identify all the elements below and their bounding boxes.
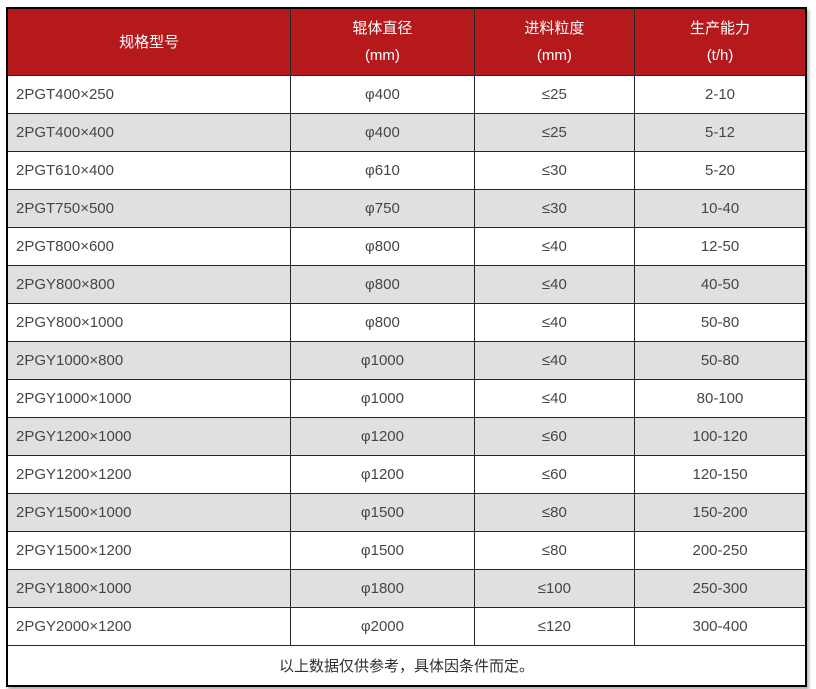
cell-roller-diameter: φ1000	[290, 341, 475, 380]
cell-capacity: 200-250	[634, 531, 807, 570]
header-cell-model: 规格型号	[6, 7, 292, 76]
cell-feed-size: ≤80	[473, 531, 636, 570]
table-row: 2PGY1500×1200 φ1500 ≤80 200-250	[6, 531, 807, 570]
cell-feed-size: ≤40	[473, 379, 636, 418]
cell-capacity: 12-50	[634, 227, 807, 266]
header-row: 规格型号 辊体直径 (mm) 进料粒度 (mm) 生产能力 (t/h)	[6, 7, 807, 76]
header-cell-roller-diameter: 辊体直径 (mm)	[290, 7, 475, 76]
cell-model: 2PGY800×800	[6, 265, 292, 304]
header-cell-capacity: 生产能力 (t/h)	[634, 7, 807, 76]
cell-capacity: 50-80	[634, 341, 807, 380]
table-row: 2PGY800×800 φ800 ≤40 40-50	[6, 265, 807, 304]
cell-feed-size: ≤40	[473, 227, 636, 266]
cell-roller-diameter: φ1200	[290, 455, 475, 494]
cell-feed-size: ≤80	[473, 493, 636, 532]
cell-capacity: 5-20	[634, 151, 807, 190]
cell-model: 2PGY1200×1000	[6, 417, 292, 456]
cell-roller-diameter: φ1800	[290, 569, 475, 608]
cell-feed-size: ≤40	[473, 341, 636, 380]
table-row: 2PGY2000×1200 φ2000 ≤120 300-400	[6, 607, 807, 646]
table-row: 2PGT400×250 φ400 ≤25 2-10	[6, 75, 807, 114]
cell-feed-size: ≤30	[473, 189, 636, 228]
cell-model: 2PGY2000×1200	[6, 607, 292, 646]
table-row: 2PGY1200×1200 φ1200 ≤60 120-150	[6, 455, 807, 494]
cell-model: 2PGT800×600	[6, 227, 292, 266]
cell-feed-size: ≤60	[473, 417, 636, 456]
header-unit: (mm)	[364, 47, 400, 64]
cell-model: 2PGY1800×1000	[6, 569, 292, 608]
table-header: 规格型号 辊体直径 (mm) 进料粒度 (mm) 生产能力 (t/h)	[6, 7, 807, 76]
cell-roller-diameter: φ1000	[290, 379, 475, 418]
cell-model: 2PGY1000×1000	[6, 379, 292, 418]
table-row: 2PGY1200×1000 φ1200 ≤60 100-120	[6, 417, 807, 456]
header-label: 进料粒度	[524, 20, 585, 37]
table-row: 2PGT400×400 φ400 ≤25 5-12	[6, 113, 807, 152]
cell-model: 2PGY1500×1200	[6, 531, 292, 570]
cell-model: 2PGT400×400	[6, 113, 292, 152]
header-label: 辊体直径	[352, 20, 413, 37]
cell-capacity: 50-80	[634, 303, 807, 342]
table-row: 2PGT610×400 φ610 ≤30 5-20	[6, 151, 807, 190]
cell-capacity: 2-10	[634, 75, 807, 114]
header-cell-feed-size: 进料粒度 (mm)	[473, 7, 636, 76]
cell-roller-diameter: φ610	[290, 151, 475, 190]
table-row: 2PGT800×600 φ800 ≤40 12-50	[6, 227, 807, 266]
cell-model: 2PGY800×1000	[6, 303, 292, 342]
cell-roller-diameter: φ1500	[290, 531, 475, 570]
table-footnote: 以上数据仅供参考，具体因条件而定。	[6, 645, 807, 687]
cell-feed-size: ≤60	[473, 455, 636, 494]
cell-roller-diameter: φ800	[290, 303, 475, 342]
header-label: 生产能力	[690, 20, 751, 37]
cell-capacity: 300-400	[634, 607, 807, 646]
cell-feed-size: ≤100	[473, 569, 636, 608]
table-row: 2PGY1000×800 φ1000 ≤40 50-80	[6, 341, 807, 380]
cell-capacity: 10-40	[634, 189, 807, 228]
cell-feed-size: ≤40	[473, 303, 636, 342]
table-row: 2PGY800×1000 φ800 ≤40 50-80	[6, 303, 807, 342]
cell-feed-size: ≤25	[473, 75, 636, 114]
header-unit: (mm)	[536, 47, 572, 64]
cell-capacity: 250-300	[634, 569, 807, 608]
cell-capacity: 5-12	[634, 113, 807, 152]
table-body: 2PGT400×250 φ400 ≤25 2-10 2PGT400×400 φ400 ≤25…	[6, 75, 807, 646]
cell-roller-diameter: φ400	[290, 113, 475, 152]
table-row: 2PGY1500×1000 φ1500 ≤80 150-200	[6, 493, 807, 532]
cell-capacity: 80-100	[634, 379, 807, 418]
cell-roller-diameter: φ800	[290, 227, 475, 266]
cell-model: 2PGY1000×800	[6, 341, 292, 380]
cell-model: 2PGY1500×1000	[6, 493, 292, 532]
cell-roller-diameter: φ400	[290, 75, 475, 114]
cell-feed-size: ≤40	[473, 265, 636, 304]
table-row: 2PGT750×500 φ750 ≤30 10-40	[6, 189, 807, 228]
header-label: 规格型号	[119, 33, 180, 51]
cell-capacity: 120-150	[634, 455, 807, 494]
cell-roller-diameter: φ800	[290, 265, 475, 304]
cell-model: 2PGT610×400	[6, 151, 292, 190]
cell-roller-diameter: φ2000	[290, 607, 475, 646]
header-unit: (t/h)	[706, 47, 734, 64]
spec-table: 规格型号 辊体直径 (mm) 进料粒度 (mm) 生产能力 (t/h) 2PGT…	[6, 7, 807, 687]
cell-capacity: 100-120	[634, 417, 807, 456]
cell-roller-diameter: φ750	[290, 189, 475, 228]
cell-capacity: 150-200	[634, 493, 807, 532]
cell-model: 2PGT750×500	[6, 189, 292, 228]
cell-model: 2PGY1200×1200	[6, 455, 292, 494]
spec-table-container: 规格型号 辊体直径 (mm) 进料粒度 (mm) 生产能力 (t/h) 2PGT…	[6, 7, 807, 687]
cell-feed-size: ≤120	[473, 607, 636, 646]
table-row: 2PGY1800×1000 φ1800 ≤100 250-300	[6, 569, 807, 608]
footnote-row: 以上数据仅供参考，具体因条件而定。	[6, 645, 807, 687]
table-footer: 以上数据仅供参考，具体因条件而定。	[6, 645, 807, 687]
table-row: 2PGY1000×1000 φ1000 ≤40 80-100	[6, 379, 807, 418]
cell-roller-diameter: φ1500	[290, 493, 475, 532]
cell-capacity: 40-50	[634, 265, 807, 304]
cell-feed-size: ≤25	[473, 113, 636, 152]
cell-feed-size: ≤30	[473, 151, 636, 190]
cell-roller-diameter: φ1200	[290, 417, 475, 456]
cell-model: 2PGT400×250	[6, 75, 292, 114]
